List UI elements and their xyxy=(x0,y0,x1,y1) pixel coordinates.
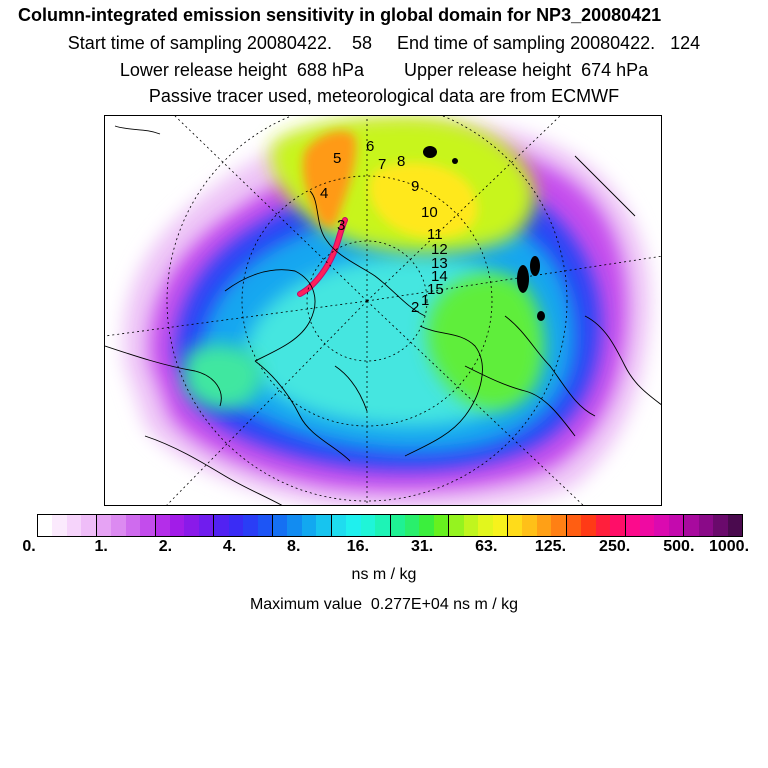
tracer-info-line: Passive tracer used, meteorological data… xyxy=(148,86,620,106)
color-scale-tick-label: 4. xyxy=(222,538,237,555)
color-scale-tick-label: 250. xyxy=(599,538,631,555)
color-scale-tick-label: 2. xyxy=(158,538,173,555)
color-scale-cell xyxy=(272,515,288,536)
color-scale-cell xyxy=(111,515,126,536)
color-scale-cell xyxy=(257,515,272,536)
color-scale-cell xyxy=(52,515,67,536)
trajectory-labels: 5 6 7 8 4 9 3 10 11 12 13 14 15 2 1 xyxy=(320,138,448,316)
color-scale-cell xyxy=(639,515,655,536)
color-scale-tick-label: 500. xyxy=(663,538,695,555)
color-scale-tick-label: 0. xyxy=(22,538,36,555)
color-scale-cell xyxy=(140,515,155,536)
color-scale-cell xyxy=(478,515,493,536)
color-scale-cell xyxy=(316,515,331,536)
track-label: 7 xyxy=(378,156,386,173)
track-label: 5 xyxy=(333,150,341,167)
color-scale-cell xyxy=(536,515,552,536)
color-scale-cell xyxy=(125,515,141,536)
color-scale-cell xyxy=(595,515,611,536)
color-scale-cell xyxy=(551,515,566,536)
color-scale-cell xyxy=(581,515,596,536)
color-scale-cell xyxy=(243,515,258,536)
color-scale-cell xyxy=(433,515,449,536)
color-scale-cell xyxy=(727,515,742,536)
color-scale-cell xyxy=(698,515,714,536)
color-scale-cell xyxy=(654,515,669,536)
map-title: Column-integrated emission sensitivity i… xyxy=(18,5,662,25)
color-scale-cell xyxy=(404,515,420,536)
color-scale-cell xyxy=(668,515,684,536)
color-scale-cell xyxy=(463,515,479,536)
color-scale-cell xyxy=(38,515,53,536)
color-scale-cell xyxy=(184,515,199,536)
track-label: 3 xyxy=(337,217,345,234)
track-label: 1 xyxy=(421,292,429,309)
track-label: 2 xyxy=(411,299,419,316)
track-label: 10 xyxy=(421,204,438,221)
map-coastlines xyxy=(105,125,661,505)
track-label: 13 xyxy=(431,255,448,272)
track-label: 8 xyxy=(397,153,405,170)
color-scale-cell xyxy=(624,515,640,536)
map-graticule xyxy=(105,116,661,505)
color-scale-tick-label: 1000. xyxy=(708,538,750,555)
color-scale-cell xyxy=(610,515,625,536)
color-scale-cell xyxy=(565,515,582,536)
color-scale-tick-label: 31. xyxy=(410,538,434,555)
color-scale-cell xyxy=(389,515,405,536)
color-scale-cell xyxy=(198,515,214,536)
color-scale-cell xyxy=(301,515,317,536)
track-label: 4 xyxy=(320,185,328,202)
color-scale-ticks: 0. 1. 2. 4. 8. 16. 31. 63. 125. 250. 500. 1000. xyxy=(0,538,768,560)
color-scale-cell xyxy=(287,515,302,536)
color-scale-tick-label: 8. xyxy=(287,538,301,555)
color-scale-cell xyxy=(346,515,361,536)
track-label: 9 xyxy=(411,178,419,195)
color-scale-cell xyxy=(81,515,96,536)
color-scale-cell xyxy=(448,515,464,536)
track-label: 11 xyxy=(427,226,443,243)
track-label: 12 xyxy=(431,241,448,258)
track-label: 15 xyxy=(427,281,444,298)
color-scale-cell xyxy=(228,515,244,536)
color-scale-tick-label: 63. xyxy=(475,538,498,555)
color-scale-tick-label: 125. xyxy=(534,538,567,555)
track-label: 14 xyxy=(431,268,448,285)
color-scale-bar xyxy=(37,514,743,537)
color-scale-cell xyxy=(66,515,82,536)
emission-sensitivity-map: 5 6 7 8 4 9 3 10 11 12 13 14 15 2 1 xyxy=(104,115,662,506)
color-scale-cell xyxy=(492,515,507,536)
sensitivity-field xyxy=(123,116,651,505)
color-scale-cell xyxy=(330,515,347,536)
color-scale-cell xyxy=(169,515,185,536)
maximum-value-text: Maximum value 0.277E+04 ns m / kg xyxy=(249,596,519,613)
sampling-time-line: Start time of sampling 20080422. 58 End … xyxy=(67,33,701,53)
color-scale-cell xyxy=(713,515,728,536)
color-scale-cell xyxy=(507,515,523,536)
color-scale-cell xyxy=(154,515,170,536)
color-scale-tick-label: 1. xyxy=(94,538,108,555)
color-scale-unit: ns m / kg xyxy=(351,566,417,583)
track-label: 6 xyxy=(366,138,374,155)
color-scale-cell xyxy=(375,515,390,536)
color-scale-tick-label: 16. xyxy=(346,538,370,555)
color-scale-cell xyxy=(213,515,229,536)
color-scale-cell xyxy=(419,515,434,536)
color-scale-cell xyxy=(95,515,112,536)
color-scale-cell xyxy=(360,515,376,536)
color-scale-cell xyxy=(522,515,537,536)
color-scale-cell xyxy=(683,515,699,536)
release-height-line: Lower release height 688 hPa Upper relea… xyxy=(119,60,649,80)
